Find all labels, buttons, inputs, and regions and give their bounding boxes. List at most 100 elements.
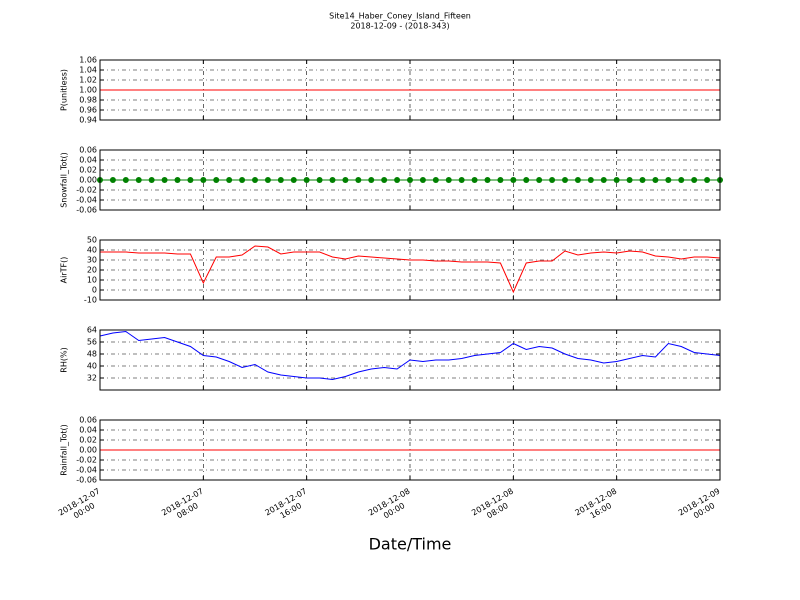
y-tick-label: 0.06 — [79, 416, 97, 425]
data-point — [652, 177, 659, 183]
plot-frame — [99, 419, 721, 481]
y-tick-label: 0.00 — [79, 176, 97, 185]
data-point — [148, 177, 155, 183]
data-point — [639, 177, 646, 183]
y-tick-label: 1.02 — [79, 76, 97, 85]
data-point — [432, 177, 439, 183]
data-point — [626, 177, 633, 183]
y-tick-label: 50 — [87, 236, 97, 245]
data-point — [264, 177, 271, 183]
y-tick-label: 40 — [87, 362, 97, 371]
y-tick-label: 0.04 — [79, 426, 97, 435]
y-tick-label: 0.94 — [79, 116, 97, 125]
data-point — [484, 177, 491, 183]
data-point — [574, 177, 581, 183]
data-point — [316, 177, 323, 183]
data-point — [303, 177, 310, 183]
data-point — [342, 177, 349, 183]
data-point — [613, 177, 620, 183]
x-axis-label: Date/Time — [369, 535, 452, 554]
data-point — [407, 177, 413, 183]
data-point — [704, 177, 711, 183]
plot-frame — [99, 149, 721, 211]
y-tick-label: 10 — [87, 276, 97, 285]
y-tick-label: 56 — [87, 338, 97, 347]
y-tick-label: 0.02 — [79, 436, 97, 445]
data-line — [99, 330, 721, 381]
data-point — [290, 177, 297, 183]
data-point — [381, 177, 388, 183]
figure-title: Site14_Haber_Coney_Island_Fifteen — [329, 12, 471, 21]
plot-frame — [99, 59, 721, 121]
data-point — [497, 177, 504, 183]
y-tick-label: 0.06 — [79, 146, 97, 155]
data-point — [355, 177, 362, 183]
data-point — [600, 177, 607, 183]
y-axis-label: AirTF() — [60, 257, 69, 284]
data-point — [419, 177, 426, 183]
plot-frame — [99, 239, 721, 301]
y-tick-label: -0.06 — [76, 476, 97, 485]
figure-subtitle: 2018-12-09 - (2018-343) — [350, 22, 449, 31]
data-point — [368, 177, 375, 183]
data-point — [665, 177, 672, 183]
y-tick-label: -0.04 — [76, 196, 97, 205]
y-tick-label: 40 — [87, 246, 97, 255]
data-point — [471, 177, 478, 183]
y-tick-label: -0.02 — [76, 456, 97, 465]
y-tick-label: -10 — [84, 296, 97, 305]
y-tick-label: -0.06 — [76, 206, 97, 215]
data-point — [445, 177, 452, 183]
data-point — [174, 177, 181, 183]
data-point — [252, 177, 258, 183]
data-point — [329, 177, 336, 183]
y-tick-label: 0 — [92, 286, 97, 295]
data-point — [458, 177, 465, 183]
y-axis-label: Rainfall_Tot() — [60, 424, 69, 476]
data-point — [122, 177, 129, 183]
y-tick-label: 0.00 — [79, 446, 97, 455]
y-tick-label: 0.02 — [79, 166, 97, 175]
y-tick-label: 1.04 — [79, 66, 97, 75]
data-point — [213, 177, 220, 183]
data-point — [691, 177, 698, 183]
y-tick-label: 0.04 — [79, 156, 97, 165]
y-axis-label: Snowfall_Tot() — [60, 152, 69, 208]
data-point — [587, 177, 594, 183]
data-point — [226, 177, 233, 183]
data-point — [135, 177, 142, 183]
y-tick-label: -0.04 — [76, 466, 97, 475]
y-tick-label: 20 — [87, 266, 97, 275]
y-tick-label: 64 — [87, 326, 97, 335]
data-point — [562, 177, 568, 183]
y-tick-label: 30 — [87, 256, 97, 265]
y-tick-label: 32 — [87, 374, 97, 383]
data-point — [187, 177, 194, 183]
data-point — [549, 177, 556, 183]
data-line — [100, 245, 721, 294]
data-point — [239, 177, 246, 183]
data-point — [536, 177, 543, 183]
y-tick-label: 0.96 — [79, 106, 97, 115]
y-axis-label: RH(%) — [60, 347, 69, 372]
data-point — [678, 177, 685, 183]
y-tick-label: 1.00 — [79, 86, 97, 95]
data-point — [277, 177, 284, 183]
y-tick-label: -0.02 — [76, 186, 97, 195]
y-tick-label: 1.06 — [79, 56, 97, 65]
data-point — [109, 177, 116, 183]
y-tick-label: 48 — [87, 350, 97, 359]
data-point — [510, 177, 517, 183]
data-point — [161, 177, 168, 183]
y-tick-label: 0.98 — [79, 96, 97, 105]
data-point — [523, 177, 530, 183]
data-point — [394, 177, 401, 183]
